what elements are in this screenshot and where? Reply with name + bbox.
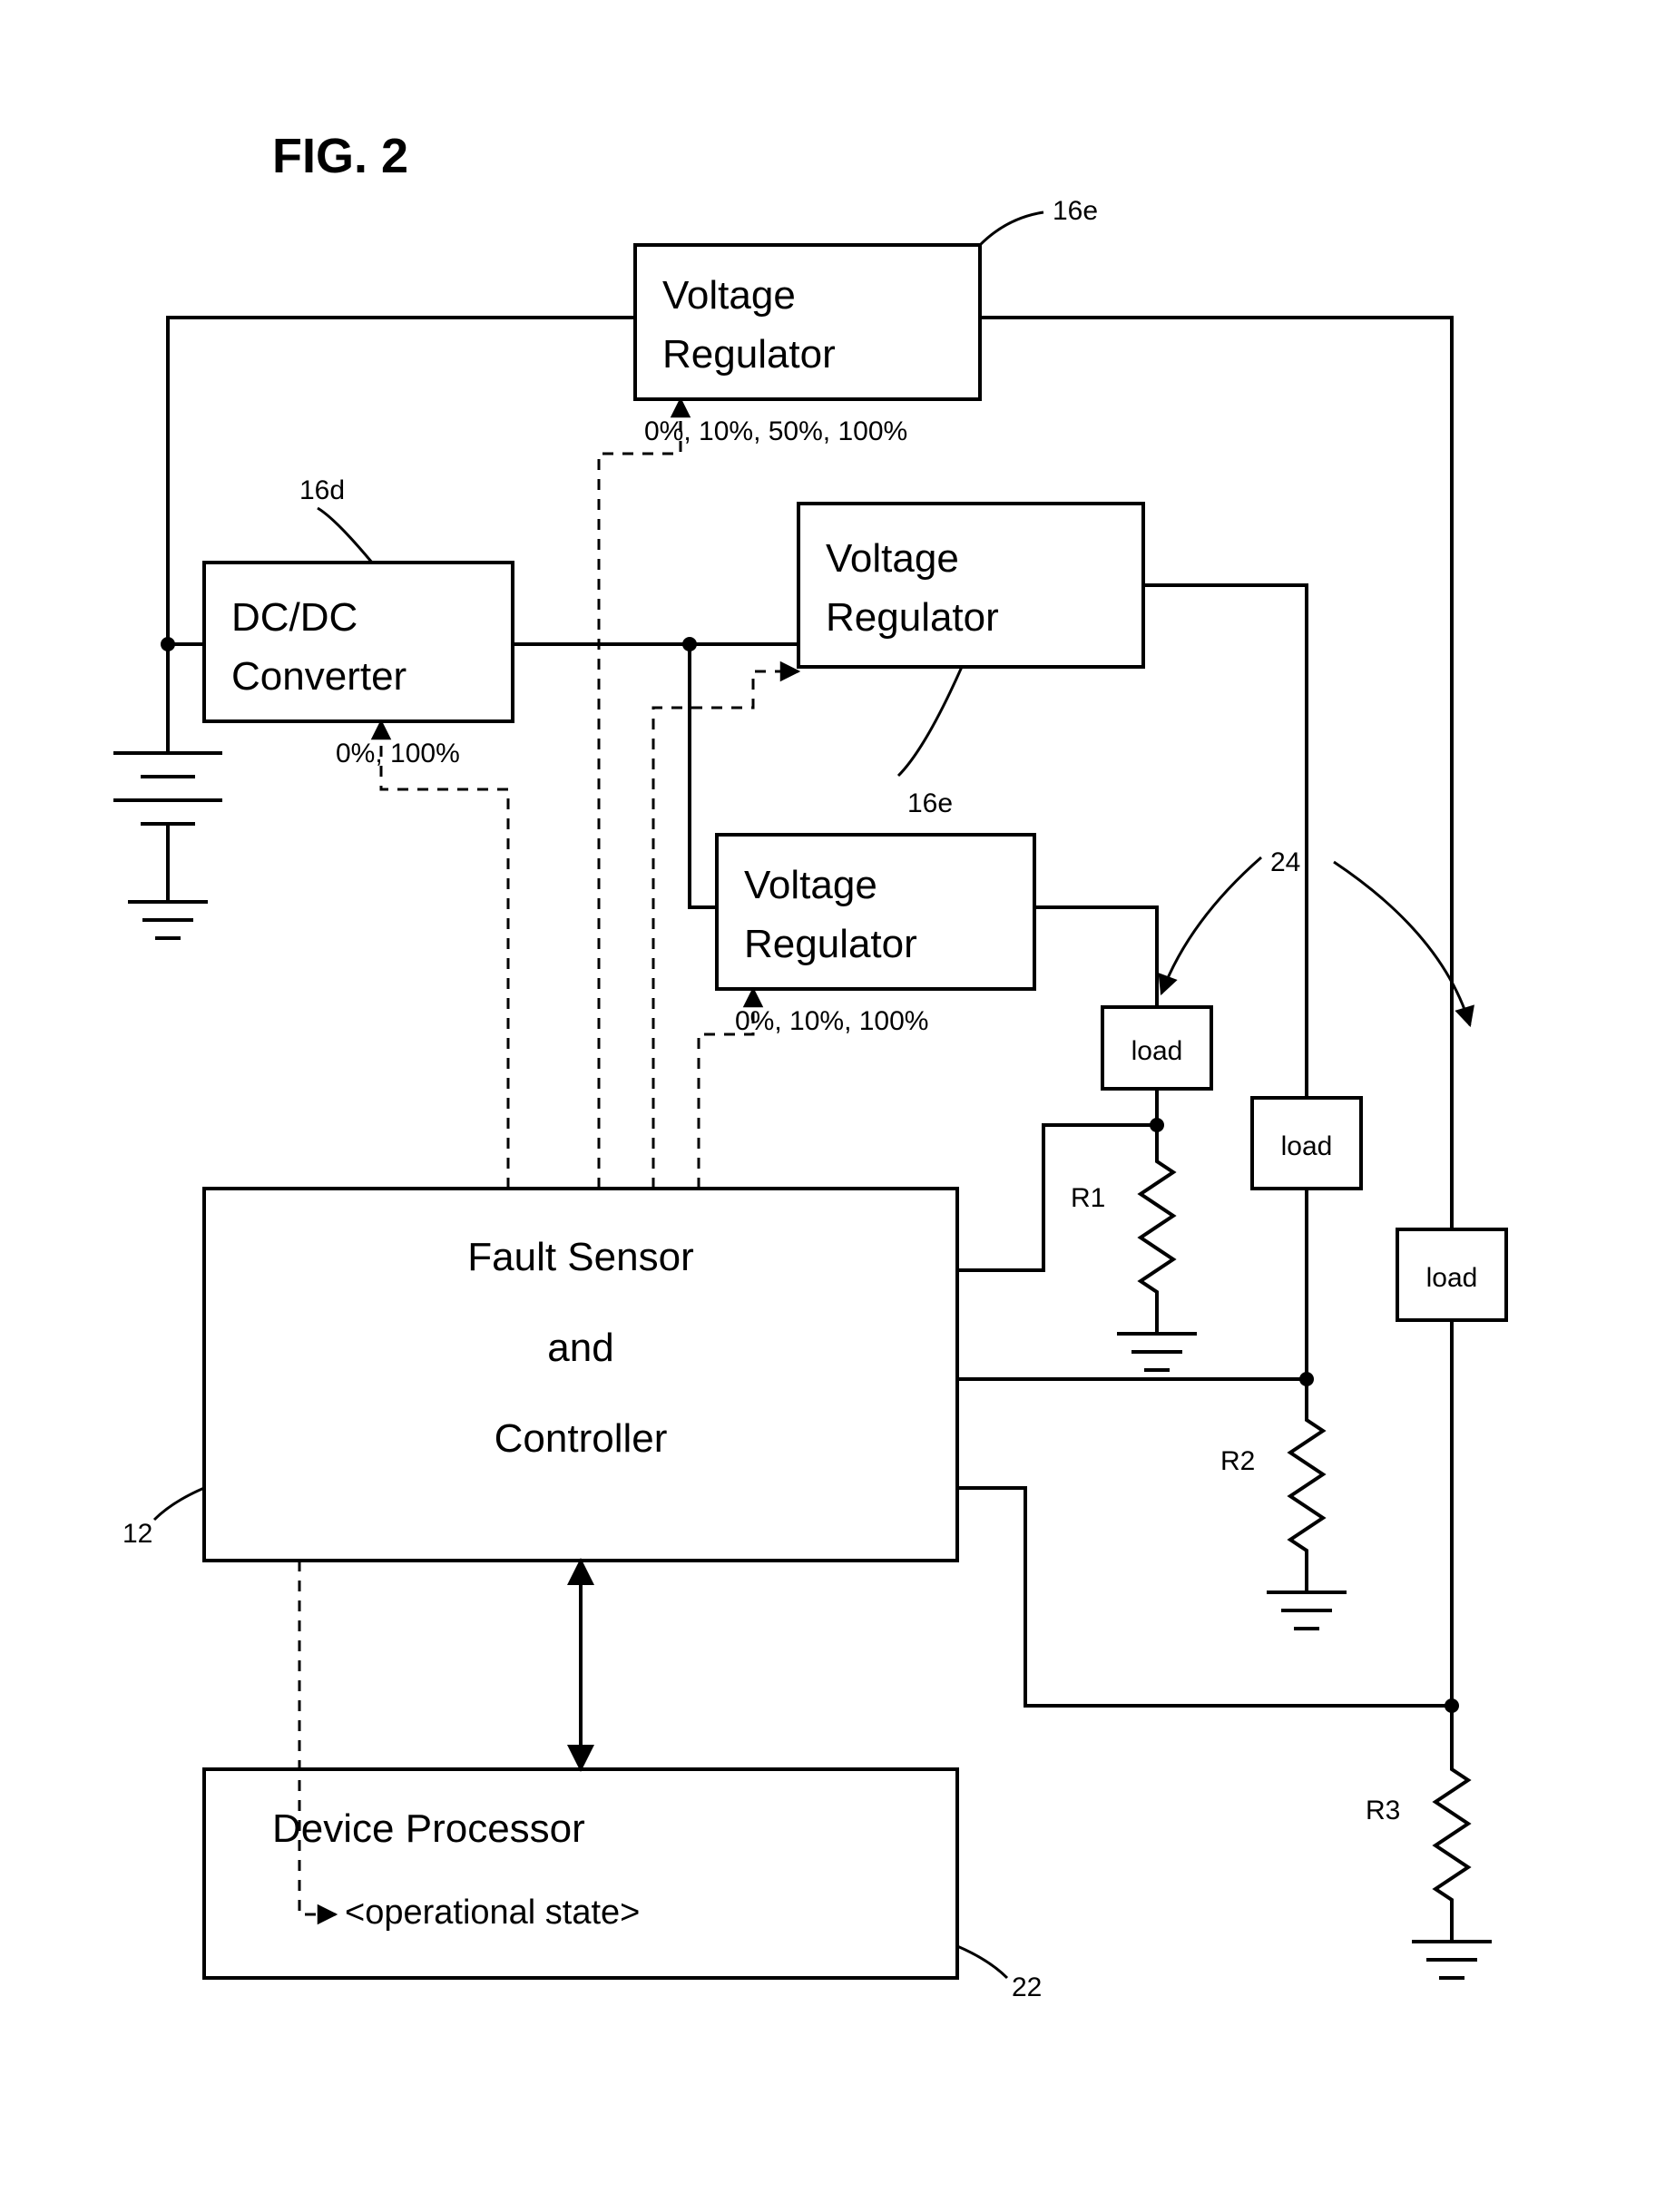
figure-title: FIG. 2: [272, 129, 408, 183]
load2-lbl: load: [1281, 1131, 1333, 1161]
dproc-l2: <operational state>: [345, 1894, 640, 1932]
vr-top-l2: Regulator: [662, 332, 836, 377]
vr-bot-pct: 0%, 10%, 100%: [735, 1006, 928, 1036]
dcdc-l1: DC/DC: [231, 595, 358, 640]
vr-top-ref: 16e: [1053, 196, 1098, 226]
vr-mid-l1: Voltage: [826, 536, 959, 581]
load-2: load: [1252, 1098, 1361, 1189]
voltage-regulator-mid: Voltage Regulator 16e: [798, 504, 1143, 818]
ctrl-l3: Controller: [495, 1416, 668, 1461]
vr-top-pct: 0%, 10%, 50%, 100%: [644, 416, 907, 446]
load1-lbl: load: [1131, 1036, 1183, 1066]
svg-text:R1: R1: [1071, 1183, 1105, 1213]
r3: R3: [1366, 1760, 1492, 1978]
voltage-regulator-top: Voltage Regulator 0%, 10%, 50%, 100% 16e: [635, 196, 1098, 446]
vr-bot-l1: Voltage: [744, 863, 877, 907]
voltage-regulator-bot: Voltage Regulator 0%, 10%, 100%: [717, 835, 1034, 1036]
vr-bot-l2: Regulator: [744, 922, 917, 966]
vr-mid-ref: 16e: [907, 788, 953, 818]
dproc-l1: Device Processor: [272, 1806, 585, 1851]
load-3: load: [1397, 1229, 1506, 1320]
svg-text:R3: R3: [1366, 1796, 1400, 1825]
dcdc-converter: DC/DC Converter 0%, 100% 16d: [204, 475, 513, 768]
load-1: load: [1102, 1007, 1211, 1089]
dproc-ref: 22: [1012, 1972, 1042, 2002]
dcdc-pct: 0%, 100%: [336, 739, 460, 768]
ctrl-ref: 12: [122, 1519, 152, 1549]
r1: R1: [1071, 1152, 1197, 1370]
fault-sensor-controller: Fault Sensor and Controller 12: [122, 1189, 957, 1561]
dcdc-ref: 16d: [299, 475, 345, 505]
dcdc-l2: Converter: [231, 654, 407, 699]
ctrl-l1: Fault Sensor: [467, 1235, 693, 1279]
svg-text:R2: R2: [1220, 1446, 1255, 1476]
r2: R2: [1220, 1411, 1347, 1629]
vr-mid-l2: Regulator: [826, 595, 999, 640]
device-processor: Device Processor <operational state> 22: [204, 1769, 1042, 2002]
ctrl-l2: and: [547, 1326, 613, 1370]
battery: [113, 717, 222, 938]
load3-lbl: load: [1426, 1263, 1478, 1293]
loads-ref: 24: [1161, 847, 1470, 1025]
svg-text:24: 24: [1270, 847, 1300, 877]
vr-top-l1: Voltage: [662, 273, 796, 318]
